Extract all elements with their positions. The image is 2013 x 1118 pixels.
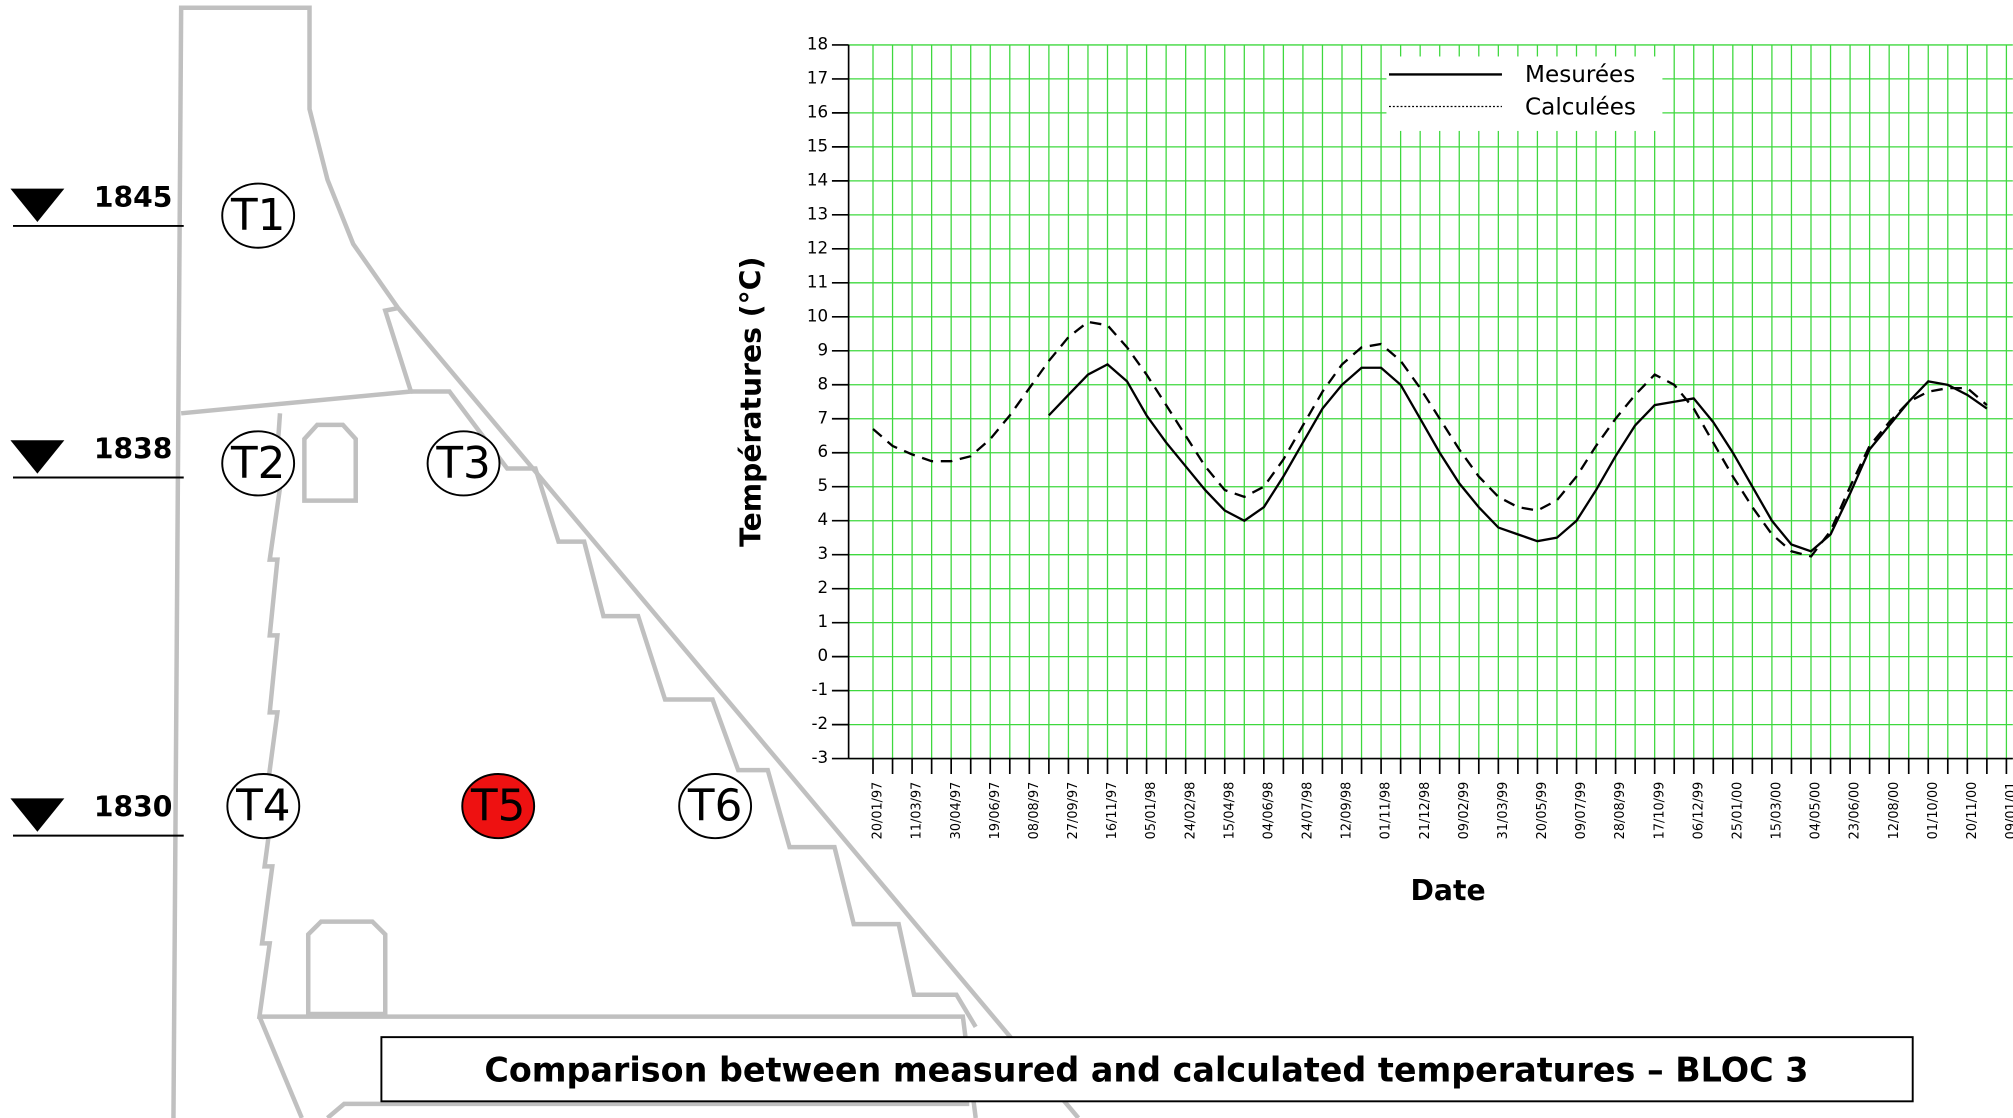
- y-tick-label: 2: [817, 578, 828, 597]
- x-tick-label: 04/06/98: [1261, 782, 1276, 840]
- sensor-label: T2: [230, 438, 285, 489]
- y-axis-label: Températures (°C): [734, 257, 767, 547]
- sensor-circle: [461, 773, 536, 840]
- y-tick-label: -1: [811, 680, 828, 699]
- x-tick-label: 16/11/97: [1105, 782, 1120, 840]
- sensor-circle: [678, 773, 753, 840]
- legend-label: Calculées: [1525, 94, 1636, 120]
- y-tick-label: 4: [817, 510, 828, 529]
- sensor-label: T6: [687, 781, 742, 832]
- x-tick-label: 08/08/97: [1027, 782, 1042, 840]
- y-tick-label: 15: [807, 136, 828, 155]
- x-tick-label: 20/01/97: [871, 782, 886, 840]
- sensor-circle: [226, 773, 301, 840]
- x-tick-label: 25/01/00: [1730, 782, 1745, 840]
- y-tick-label: 1: [817, 612, 828, 631]
- level-marker: [10, 798, 65, 832]
- x-tick-label: 24/07/98: [1301, 782, 1316, 840]
- sensors: T1 T2 T3 T4 T5 T6: [221, 182, 753, 840]
- y-tick-label: -3: [811, 748, 828, 767]
- caption: Comparison between measured and calculat…: [484, 1050, 1808, 1089]
- x-tick-label: 31/03/99: [1496, 782, 1511, 840]
- x-tick-label: 21/12/98: [1418, 782, 1433, 840]
- level-marker: [10, 188, 65, 223]
- x-axis-label: Date: [1410, 874, 1485, 907]
- legend-box: [1386, 56, 1663, 131]
- y-tick-label: 3: [817, 544, 828, 563]
- y-tick-label: 8: [817, 374, 828, 393]
- x-tick-label: 09/01/01: [2004, 782, 2013, 840]
- x-tick-label: 28/08/99: [1613, 782, 1628, 840]
- y-tick-label: 7: [817, 408, 828, 427]
- x-tick-label: 09/02/99: [1457, 782, 1472, 840]
- sensor-circle: [426, 430, 501, 497]
- y-tick-label: 10: [807, 306, 828, 325]
- y-tick-label: 9: [817, 340, 828, 359]
- y-tick-label: 16: [807, 102, 828, 121]
- y-tick-label: 11: [807, 272, 828, 291]
- chart: -3-2-1012345678910111213141516171820/01/…: [734, 34, 2013, 907]
- x-tick-label: 04/05/00: [1809, 782, 1824, 840]
- dam-outline: [171, 5, 1081, 1118]
- x-tick-label: 15/04/98: [1222, 782, 1237, 840]
- level-label: 1845: [94, 181, 173, 214]
- y-tick-label: 12: [807, 238, 828, 257]
- x-tick-label: 09/07/99: [1574, 782, 1589, 840]
- sensor-circle: [221, 182, 296, 249]
- y-tick-label: 6: [817, 442, 828, 461]
- x-tick-label: 20/05/99: [1535, 782, 1550, 840]
- x-tick-label: 05/01/98: [1144, 782, 1159, 840]
- y-tick-label: 5: [817, 476, 828, 495]
- y-tick-label: 17: [807, 68, 828, 87]
- water-levels: 1845 1838 1830: [10, 181, 184, 837]
- y-tick-label: 18: [807, 34, 828, 53]
- series-line: [872, 320, 1988, 558]
- level-label: 1830: [94, 791, 173, 824]
- x-tick-label: 17/10/99: [1652, 782, 1667, 840]
- x-tick-label: 12/09/98: [1340, 782, 1355, 840]
- x-tick-label: 19/06/97: [988, 782, 1003, 840]
- y-tick-label: 13: [807, 204, 828, 223]
- sensor-label: T4: [235, 781, 290, 832]
- x-tick-label: 06/12/99: [1691, 782, 1706, 840]
- x-tick-label: 27/09/97: [1066, 782, 1081, 840]
- x-tick-label: 01/11/98: [1379, 782, 1394, 840]
- sensor-circle: [221, 430, 296, 497]
- y-tick-label: -2: [811, 714, 828, 733]
- x-tick-label: 30/04/97: [949, 782, 964, 840]
- level-marker: [10, 440, 65, 474]
- series-line: [1048, 363, 1988, 553]
- sensor-label: T5: [470, 781, 525, 832]
- sensor-label: T1: [230, 190, 285, 241]
- x-tick-label: 01/10/00: [1926, 782, 1941, 840]
- sensor-label: T3: [435, 438, 490, 489]
- x-tick-label: 11/03/97: [910, 782, 925, 840]
- y-tick-label: 14: [807, 170, 828, 189]
- legend-label: Mesurées: [1525, 62, 1635, 88]
- caption-box: [380, 1036, 1914, 1103]
- y-tick-label: 0: [817, 646, 828, 665]
- x-tick-label: 12/08/00: [1887, 782, 1902, 840]
- x-tick-label: 24/02/98: [1183, 782, 1198, 840]
- level-label: 1838: [94, 433, 173, 466]
- x-tick-label: 23/06/00: [1848, 782, 1863, 840]
- x-tick-label: 20/11/00: [1965, 782, 1980, 840]
- x-tick-label: 15/03/00: [1770, 782, 1785, 840]
